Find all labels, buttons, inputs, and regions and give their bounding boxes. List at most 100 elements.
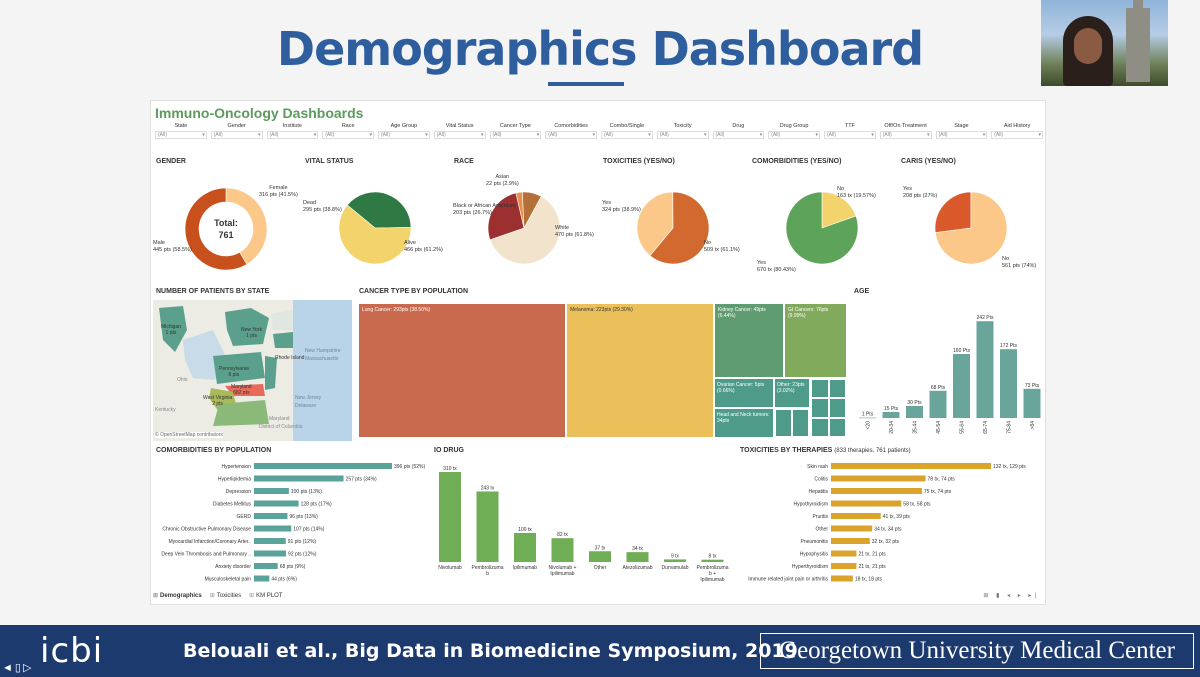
bar[interactable] <box>664 559 686 562</box>
state-new-york[interactable] <box>225 308 269 346</box>
bar[interactable] <box>831 550 857 557</box>
presentation-nav-controls[interactable]: ◄▯▷ <box>2 662 34 674</box>
filter-state[interactable]: State (All) <box>153 123 209 139</box>
bar[interactable] <box>701 559 724 562</box>
bar[interactable] <box>254 463 392 469</box>
filter-aid-history[interactable]: Aid History (All) <box>989 123 1045 139</box>
filter-combo-single[interactable]: Combo/Single (All) <box>599 123 655 139</box>
race-chart <box>487 191 561 265</box>
filter-comorbidities[interactable]: Comorbidities (All) <box>543 123 599 139</box>
state-new-jersey[interactable] <box>265 356 277 390</box>
map-attribution[interactable]: © OpenStreetMap contributors <box>155 432 223 438</box>
bar[interactable] <box>589 551 611 562</box>
bar[interactable] <box>1000 349 1017 418</box>
tab-toxicities[interactable]: ⊞ Toxicities <box>209 592 242 600</box>
state-map[interactable] <box>153 300 352 441</box>
bar[interactable] <box>514 532 536 562</box>
filter-stage[interactable]: Stage (All) <box>934 123 990 139</box>
state-map-panel: NUMBER OF PATIENTS BY STATE Michigan 1 pt… <box>153 286 352 441</box>
tab-demographics[interactable]: ⊞ Demographics <box>153 592 202 600</box>
webcam-presenter-face <box>1074 28 1102 64</box>
pie-slice[interactable] <box>785 191 859 265</box>
state-michigan[interactable] <box>159 306 187 352</box>
pie-slice[interactable] <box>487 192 525 241</box>
pie-slice[interactable] <box>934 191 972 233</box>
filter-drug-group[interactable]: Drug Group (All) <box>766 123 822 139</box>
bar[interactable] <box>831 463 991 469</box>
filter-age-group[interactable]: Age Group (All) <box>376 123 432 139</box>
tab-km-plot[interactable]: ⊞ KM PLOT <box>249 592 283 600</box>
bar[interactable] <box>254 488 289 494</box>
bar[interactable] <box>254 538 286 544</box>
filter-drug[interactable]: Drug (All) <box>711 123 767 139</box>
filter-ttf[interactable]: TTF (All) <box>822 123 878 139</box>
state-virginia[interactable] <box>213 400 269 426</box>
treemap-cell[interactable]: Lung Cancer: 293pts (38.50%) <box>358 303 566 438</box>
bar[interactable] <box>476 491 499 562</box>
race-panel: RACE Asian 22 pts (2.9%) Black or African… <box>451 156 597 284</box>
bar-data-label: 257 pts (34%) <box>346 477 377 483</box>
bar[interactable] <box>859 417 876 419</box>
pie-label: No 561 pts (74%) <box>1002 256 1037 269</box>
treemap-small-cells[interactable] <box>774 408 810 438</box>
filter-off-on-treatment[interactable]: Off/On Treatment (All) <box>878 123 934 139</box>
bar[interactable] <box>976 321 994 418</box>
x-tick-label: Pembrolizuma <box>472 565 504 571</box>
filter-institute[interactable]: Institute (All) <box>265 123 321 139</box>
bar[interactable] <box>831 538 870 544</box>
treemap-cell[interactable]: Head and Neck tumors: 34pts <box>714 408 774 438</box>
bar-data-label: 310 tx <box>443 466 457 472</box>
pie-slice[interactable] <box>636 191 674 257</box>
bar[interactable] <box>831 575 853 582</box>
state-pennsylvania[interactable] <box>213 352 265 384</box>
filter-cancer-type[interactable]: Cancer Type (All) <box>488 123 544 139</box>
treemap-cell[interactable]: Other: 23pts (3.02%) <box>774 378 810 408</box>
bar[interactable] <box>551 538 574 562</box>
bar[interactable] <box>929 390 947 418</box>
pie-slice[interactable] <box>489 195 561 265</box>
bar[interactable] <box>882 412 900 418</box>
state-connecticut[interactable] <box>273 332 293 348</box>
bar[interactable] <box>831 563 857 569</box>
bar[interactable] <box>254 513 288 519</box>
treemap-cell[interactable]: Melanoma: 223pts (29.30%) <box>566 303 714 438</box>
bar[interactable] <box>439 472 461 562</box>
bar[interactable] <box>254 563 278 569</box>
bar[interactable] <box>953 354 970 418</box>
bar[interactable] <box>254 525 292 532</box>
pie-slice[interactable] <box>184 187 248 271</box>
pie-slice[interactable] <box>522 191 542 230</box>
state-maryland[interactable] <box>225 384 265 396</box>
bar[interactable] <box>254 575 270 582</box>
filter-vital-status[interactable]: Vital Status (All) <box>432 123 488 139</box>
bar[interactable] <box>254 500 299 507</box>
bar[interactable] <box>831 500 902 507</box>
bar[interactable] <box>1023 388 1041 418</box>
treemap-cell[interactable]: Kidney Cancer: 49pts (6.44%) <box>714 303 784 378</box>
bar[interactable] <box>831 525 873 532</box>
comorbidities-title: COMORBIDITIES (YES/NO) <box>752 158 842 165</box>
pie-slice[interactable] <box>934 191 1008 265</box>
treemap-small-cells[interactable] <box>810 378 847 438</box>
slide-title: Demographics Dashboard <box>276 22 924 76</box>
filter-race[interactable]: Race (All) <box>320 123 376 139</box>
pie-slice[interactable] <box>649 191 710 265</box>
sheet-pager-controls[interactable]: ⊞ ▮ ◂ ▸ ▸| <box>983 593 1039 599</box>
treemap-cell[interactable]: Ovarian Cancer: 5pts (0.66%) <box>714 378 774 408</box>
bar[interactable] <box>906 406 923 418</box>
pie-slice[interactable] <box>821 191 857 229</box>
bar[interactable] <box>831 475 926 482</box>
map-label: Rhode Island <box>275 355 305 361</box>
pie-slice[interactable] <box>338 204 412 265</box>
x-tick-label: 45-54 <box>936 421 942 434</box>
bar[interactable] <box>626 552 649 562</box>
filter-gender[interactable]: Gender (All) <box>209 123 265 139</box>
treemap-cell[interactable]: GI Cancers: 76pts (9.99%) <box>784 303 847 378</box>
pie-slice[interactable] <box>346 191 412 229</box>
bar[interactable] <box>831 488 922 494</box>
bar[interactable] <box>254 475 344 482</box>
filter-toxicity[interactable]: Toxicity (All) <box>655 123 711 139</box>
category-label: Hyperthyroidism <box>792 564 828 570</box>
bar[interactable] <box>831 513 881 519</box>
bar[interactable] <box>254 550 287 557</box>
